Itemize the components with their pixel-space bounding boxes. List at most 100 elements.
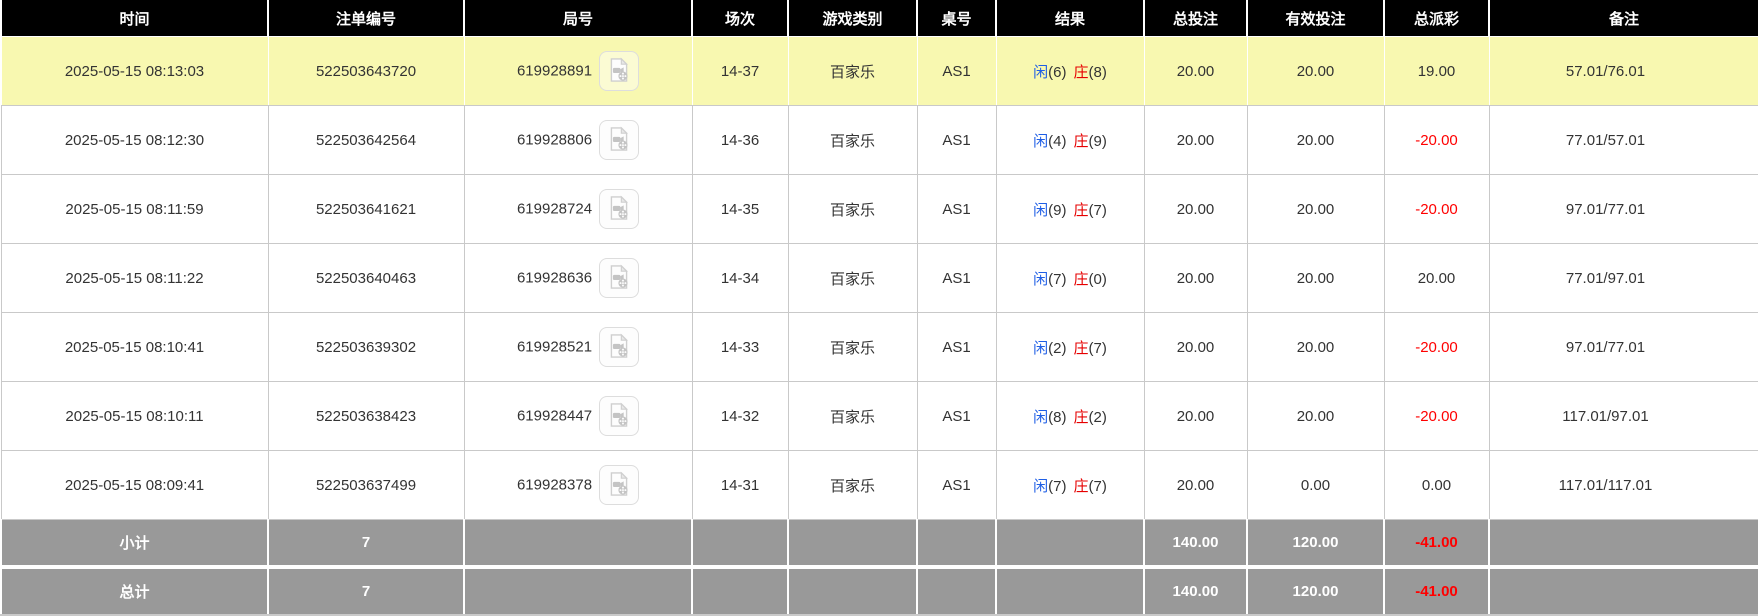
cell-total-bet[interactable]: 20.00 — [1143, 450, 1248, 520]
video-button[interactable] — [599, 465, 640, 505]
cell-game-id: 619928891 — [463, 36, 693, 106]
player-result: 闲 — [1033, 339, 1049, 357]
col-header-order-id: 注单编号 — [267, 0, 465, 37]
bet-record-row[interactable]: 2025-05-15 08:10:41 522503639302 6199285… — [0, 312, 1758, 382]
cell-session: 14-35 — [691, 174, 789, 244]
cell-session: 14-37 — [691, 36, 789, 106]
total-count: 7 — [267, 565, 465, 616]
banker-result: 庄 — [1073, 477, 1089, 495]
banker-points: (7) — [1088, 477, 1107, 495]
cell-total-bet[interactable]: 20.00 — [1143, 36, 1248, 106]
player-result: 闲 — [1033, 132, 1049, 150]
cell-payout: -20.00 — [1383, 381, 1490, 451]
subtotal-empty-cell — [691, 519, 789, 567]
bet-record-row[interactable]: 2025-05-15 08:12:30 522503642564 6199288… — [0, 105, 1758, 175]
player-points: (2) — [1048, 339, 1067, 357]
cell-remark: 77.01/57.01 — [1488, 105, 1758, 175]
banker-points: (0) — [1088, 270, 1107, 288]
cell-order-id: 522503643720 — [267, 36, 465, 106]
cell-table-id: AS1 — [916, 243, 997, 313]
col-header-payout: 总派彩 — [1383, 0, 1490, 37]
game-id: 619928447 — [516, 407, 593, 425]
cell-session: 14-34 — [691, 243, 789, 313]
video-icon — [610, 126, 629, 151]
subtotal-empty-cell — [787, 519, 918, 567]
cell-total-bet[interactable]: 20.00 — [1143, 174, 1248, 244]
cell-payout: -20.00 — [1383, 174, 1490, 244]
video-icon — [610, 402, 629, 427]
subtotal-count: 7 — [267, 519, 465, 567]
bet-record-row[interactable]: 2025-05-15 08:10:11 522503638423 6199284… — [0, 381, 1758, 451]
game-id: 619928806 — [516, 131, 593, 149]
cell-game-id: 619928378 — [463, 450, 693, 520]
game-id: 619928891 — [516, 62, 593, 80]
cell-game-id: 619928447 — [463, 381, 693, 451]
video-icon — [610, 333, 629, 358]
banker-result: 庄 — [1073, 63, 1089, 81]
bet-record-row[interactable]: 2025-05-15 08:11:59 522503641621 6199287… — [0, 174, 1758, 244]
bet-record-row[interactable]: 2025-05-15 08:13:03 522503643720 6199288… — [0, 36, 1758, 106]
cell-time: 2025-05-15 08:09:41 — [0, 450, 269, 520]
cell-result: 闲(8) 庄(2) — [995, 381, 1145, 451]
player-result: 闲 — [1033, 408, 1049, 426]
cell-order-id: 522503641621 — [267, 174, 465, 244]
video-button[interactable] — [599, 120, 640, 160]
cell-total-bet[interactable]: 20.00 — [1143, 105, 1248, 175]
subtotal-row: 小计 7 140.00 120.00 -41.00 — [0, 519, 1758, 567]
cell-valid-bet: 0.00 — [1246, 450, 1385, 520]
banker-result: 庄 — [1073, 270, 1089, 288]
cell-table-id: AS1 — [916, 105, 997, 175]
total-valid-bet: 120.00 — [1246, 565, 1385, 616]
cell-remark: 97.01/77.01 — [1488, 174, 1758, 244]
table-header-row: 时间 注单编号 局号 场次 游戏类别 桌号 结果 总投注 有效投注 总派彩 备注 — [0, 0, 1758, 37]
cell-table-id: AS1 — [916, 381, 997, 451]
banker-result: 庄 — [1073, 339, 1089, 357]
video-button[interactable] — [599, 396, 640, 436]
player-result: 闲 — [1033, 270, 1049, 288]
cell-result: 闲(7) 庄(7) — [995, 450, 1145, 520]
cell-total-bet[interactable]: 20.00 — [1143, 381, 1248, 451]
player-points: (7) — [1048, 270, 1067, 288]
cell-remark: 97.01/77.01 — [1488, 312, 1758, 382]
video-button[interactable] — [599, 51, 640, 91]
banker-points: (8) — [1088, 63, 1107, 81]
cell-valid-bet: 20.00 — [1246, 36, 1385, 106]
cell-result: 闲(2) 庄(7) — [995, 312, 1145, 382]
cell-payout: 19.00 — [1383, 36, 1490, 106]
cell-session: 14-32 — [691, 381, 789, 451]
video-button[interactable] — [599, 258, 640, 298]
cell-order-id: 522503638423 — [267, 381, 465, 451]
cell-payout: 20.00 — [1383, 243, 1490, 313]
subtotal-empty-cell — [995, 519, 1145, 567]
subtotal-payout: -41.00 — [1383, 519, 1490, 567]
cell-table-id: AS1 — [916, 174, 997, 244]
player-points: (7) — [1048, 477, 1067, 495]
cell-table-id: AS1 — [916, 36, 997, 106]
cell-game-id: 619928521 — [463, 312, 693, 382]
cell-time: 2025-05-15 08:13:03 — [0, 36, 269, 106]
subtotal-empty-cell — [463, 519, 693, 567]
cell-time: 2025-05-15 08:10:41 — [0, 312, 269, 382]
cell-game-type: 百家乐 — [787, 243, 918, 313]
cell-total-bet[interactable]: 20.00 — [1143, 312, 1248, 382]
bet-record-row[interactable]: 2025-05-15 08:11:22 522503640463 6199286… — [0, 243, 1758, 313]
cell-game-type: 百家乐 — [787, 381, 918, 451]
cell-game-type: 百家乐 — [787, 105, 918, 175]
video-icon — [610, 471, 629, 496]
cell-table-id: AS1 — [916, 450, 997, 520]
total-label: 总计 — [0, 565, 269, 616]
total-empty-cell — [995, 565, 1145, 616]
cell-game-type: 百家乐 — [787, 450, 918, 520]
bet-record-row[interactable]: 2025-05-15 08:09:41 522503637499 6199283… — [0, 450, 1758, 520]
banker-points: (2) — [1088, 408, 1107, 426]
video-button[interactable] — [599, 327, 640, 367]
cell-total-bet[interactable]: 20.00 — [1143, 243, 1248, 313]
subtotal-valid-bet: 120.00 — [1246, 519, 1385, 567]
subtotal-remark — [1488, 519, 1758, 567]
video-button[interactable] — [599, 189, 640, 229]
player-result: 闲 — [1033, 477, 1049, 495]
cell-remark: 77.01/97.01 — [1488, 243, 1758, 313]
col-header-valid-bet: 有效投注 — [1246, 0, 1385, 37]
col-header-result: 结果 — [995, 0, 1145, 37]
